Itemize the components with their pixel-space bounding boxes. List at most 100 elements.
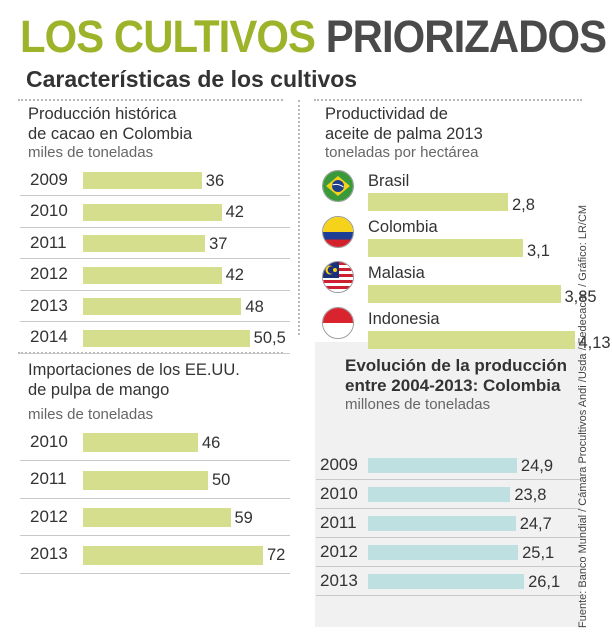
cacao-category-label: 2014 [30, 327, 68, 346]
produccion-bar [368, 458, 517, 473]
produccion-row-line [316, 537, 580, 538]
mango-value-label: 50 [212, 471, 231, 489]
produccion-category-label: 2010 [320, 483, 358, 503]
palma-value-label: 4,13 [578, 334, 611, 352]
palma-category-label: Malasia [368, 264, 425, 282]
mango-title-line1: Importaciones de los EE.UU. [28, 361, 240, 379]
separator-top-right [314, 99, 582, 101]
palma-bar [368, 239, 523, 257]
cacao-row-line [20, 258, 290, 260]
mango-row-line [20, 535, 290, 537]
malaysia-flag-icon [322, 261, 354, 293]
cacao-row-line [20, 195, 290, 197]
mango-bar [83, 433, 198, 452]
produccion-category-label: 2012 [320, 541, 358, 561]
produccion-bar [368, 516, 516, 531]
cacao-value-label: 36 [205, 171, 225, 190]
colombia-flag-icon [322, 216, 354, 248]
source-note: Fuente: Banco Mundial / Cámara Procultiv… [577, 204, 589, 628]
separator-top-left [18, 99, 283, 101]
cacao-title-line2: de cacao en Colombia [28, 125, 193, 143]
cacao-category-label: 2009 [30, 169, 68, 189]
mango-title: Importaciones de los EE.UU. de pulpa de … [28, 360, 240, 423]
produccion-row-line [316, 479, 580, 480]
produccion-value-label: 26,1 [528, 572, 561, 591]
produccion-value-label: 25,1 [522, 543, 555, 562]
produccion-row-line [316, 595, 580, 596]
cacao-value-label: 42 [225, 203, 244, 221]
mango-row-line [20, 460, 290, 462]
mango-category-label: 2011 [30, 469, 67, 488]
palma-bar [368, 285, 561, 303]
mango-bar [83, 545, 263, 565]
cacao-category-label: 2012 [30, 264, 68, 283]
cacao-bar [83, 329, 250, 347]
mango-row-line [20, 572, 290, 574]
page-subtitle: Características de los cultivos [26, 66, 358, 92]
mango-bar [83, 470, 208, 490]
palma-value-label: 2,8 [512, 196, 535, 214]
mango-value-label: 46 [202, 433, 221, 452]
cacao-bar [83, 266, 222, 284]
produccion-title-line2: entre 2004-2013: Colombia [345, 376, 561, 395]
cacao-bar [83, 203, 222, 221]
cacao-bar [83, 298, 242, 315]
mango-unit: miles de toneladas [28, 406, 154, 423]
cacao-title-line1: Producción histórica [28, 105, 177, 123]
produccion-title-line1: Evolución de la producción [345, 356, 567, 375]
mango-row-line [20, 497, 290, 499]
page-title: LOS CULTIVOS PRIORIZADOS [20, 11, 607, 62]
cacao-bar [83, 235, 206, 252]
palma-category-label: Indonesia [368, 310, 440, 328]
produccion-row-line [316, 508, 580, 509]
mango-value-label: 59 [234, 508, 253, 527]
brazil-flag-icon [322, 170, 354, 202]
produccion-category-label: 2011 [320, 512, 357, 532]
produccion-bar [368, 545, 519, 560]
palma-bar [368, 193, 508, 211]
mango-value-label: 72 [267, 546, 286, 564]
mango-bar [83, 508, 231, 527]
produccion-value-label: 23,8 [514, 485, 547, 504]
palma-category-label: Colombia [368, 218, 438, 236]
title-dark: PRIORIZADOS [325, 11, 607, 62]
cacao-value-label: 48 [245, 297, 264, 316]
palma-value-label: 3,1 [527, 242, 550, 260]
palma-unit: toneladas por hectárea [325, 144, 479, 161]
cacao-unit: miles de toneladas [28, 144, 154, 161]
cacao-row-line [20, 289, 290, 291]
produccion-title: Evolución de la producción entre 2004-20… [345, 356, 567, 413]
palma-bar [368, 331, 575, 349]
indonesia-flag-icon [322, 307, 354, 339]
cacao-value-label: 42 [225, 266, 244, 284]
produccion-category-label: 2013 [320, 570, 358, 590]
cacao-row-line [20, 321, 290, 323]
produccion-value-label: 24,9 [520, 456, 554, 475]
cacao-category-label: 2010 [30, 201, 68, 220]
separator-vertical [298, 100, 300, 335]
palma-title-line2: aceite de palma 2013 [325, 125, 483, 143]
palma-title-line1: Productividad de [325, 105, 448, 123]
cacao-value-label: 37 [209, 234, 228, 253]
produccion-unit: millones de toneladas [345, 396, 491, 413]
title-green: LOS CULTIVOS [20, 11, 316, 62]
produccion-bar [368, 574, 525, 589]
cacao-category-label: 2011 [30, 232, 67, 252]
cacao-bar [83, 172, 202, 189]
cacao-category-label: 2013 [30, 295, 68, 315]
produccion-bar [368, 487, 511, 502]
produccion-row-line [316, 566, 580, 567]
cacao-value-label: 50,5 [253, 329, 286, 347]
mango-category-label: 2010 [30, 431, 68, 451]
cacao-title: Producción histórica de cacao en Colombi… [28, 104, 192, 161]
cacao-row-line [20, 352, 290, 354]
palma-category-label: Brasil [368, 172, 410, 190]
palma-title: Productividad de aceite de palma 2013 to… [325, 104, 483, 161]
cacao-row-line [20, 226, 290, 228]
mango-title-line2: de pulpa de mango [28, 381, 170, 399]
produccion-category-label: 2009 [320, 454, 358, 474]
mango-category-label: 2013 [30, 544, 68, 563]
produccion-value-label: 24,7 [519, 514, 552, 533]
palma-value-label: 3,85 [564, 288, 597, 306]
mango-category-label: 2012 [30, 506, 68, 526]
